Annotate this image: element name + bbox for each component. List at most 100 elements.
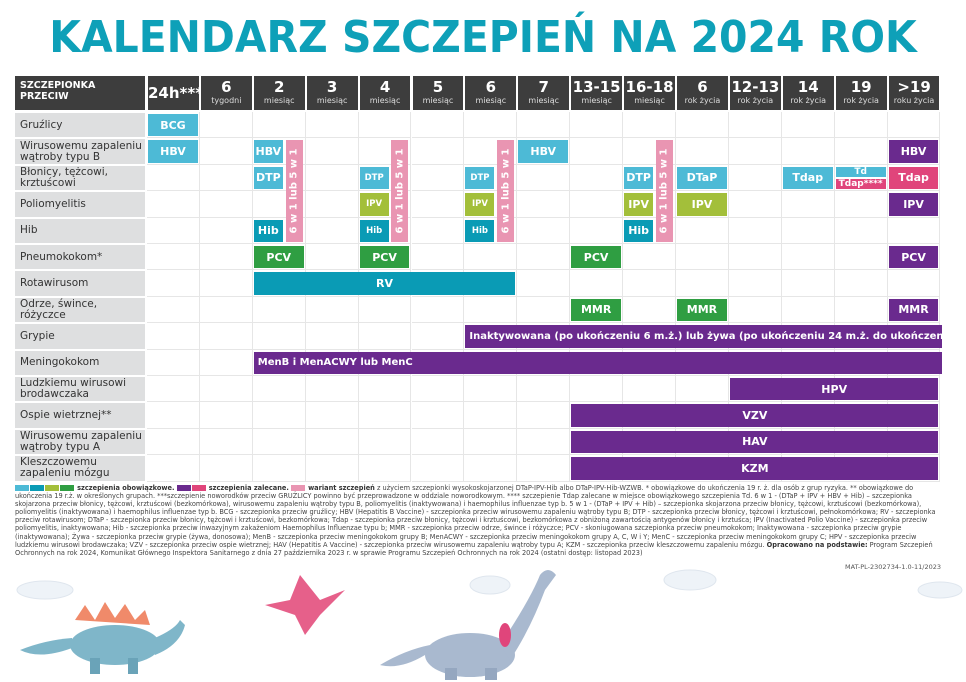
- combo-vaccine-label: 6 w 1 lub 5 w 1: [658, 148, 670, 234]
- vaccine-bar-kzm: KZM: [571, 457, 939, 480]
- table-cell: [305, 376, 359, 403]
- column-header: 6 tygodni: [200, 76, 252, 110]
- vaccine-bar-ipv: IPV: [465, 193, 495, 216]
- legend-swatch-green: [60, 485, 74, 491]
- vaccine-bar-hib: Hib: [624, 219, 654, 242]
- table-cell: [147, 402, 200, 429]
- row-label: Wirusowemu zapaleniu wątroby typu B: [15, 139, 145, 164]
- vaccine-bar-dtp: DTP: [465, 166, 495, 190]
- vaccine-bar-ipv: IPV: [359, 193, 389, 216]
- table-cell: [728, 270, 782, 297]
- table-cell: [252, 296, 306, 324]
- combo-vaccine-bar: 6 w 1 lub 5 w 1: [497, 140, 515, 242]
- table-cell: [147, 112, 200, 139]
- table-cell: [147, 349, 200, 376]
- vaccine-bar-hbv: HBV: [888, 140, 939, 163]
- column-age: 6: [485, 78, 497, 96]
- column-age: 5: [432, 78, 444, 96]
- row-label: Gruźlicy: [15, 113, 145, 138]
- table-cell: [517, 244, 571, 271]
- table-cell: [623, 164, 676, 192]
- table-cell: [305, 217, 359, 244]
- column-header: 6 miesiąc: [465, 76, 517, 110]
- table-cell: [147, 217, 200, 244]
- table-cell: [834, 296, 888, 324]
- table-cell: [517, 402, 571, 429]
- column-unit: miesiąc: [369, 96, 401, 105]
- column-header: 2 miesiąc: [253, 76, 305, 110]
- column-unit: rok życia: [843, 96, 879, 105]
- column-header: 14 rok życia: [782, 76, 834, 110]
- table-cell: [252, 455, 306, 482]
- table-cell: [676, 191, 729, 218]
- legend-source-label: Opracowano na podstawie:: [766, 540, 868, 549]
- table-cell: [517, 112, 571, 139]
- column-unit: miesiąc: [581, 96, 612, 105]
- column-unit: miesiąc: [475, 96, 507, 105]
- row-label: Wirusowemu zapaleniu wątroby typu A: [15, 429, 145, 455]
- table-cell: [570, 112, 624, 139]
- column-unit: miesiąc: [634, 96, 665, 105]
- table-cell: [517, 296, 571, 324]
- table-cell: [358, 138, 412, 165]
- legend-swatch-light-pink: [290, 485, 305, 491]
- vaccine-bar-pcv: PCV: [253, 246, 304, 269]
- combo-vaccine-bar: 6 w 1 lub 5 w 1: [285, 140, 303, 242]
- table-cell: [411, 191, 465, 218]
- table-cell: [199, 138, 253, 165]
- pterodactyl-icon: [265, 575, 345, 635]
- legend-swatch-teal: [30, 485, 44, 491]
- vaccine-bar-hav: HAV: [571, 430, 939, 454]
- table-cell: [252, 164, 306, 192]
- table-cell: [623, 138, 676, 165]
- column-header: 19 rok życia: [835, 76, 887, 110]
- column-header: 5 miesiąc: [412, 76, 464, 110]
- table-cell: [676, 270, 729, 297]
- row-label: Hib: [15, 218, 145, 243]
- table-cell: [570, 270, 624, 297]
- vaccine-bar-mmr: MMR: [571, 298, 622, 322]
- table-cell: [358, 164, 412, 192]
- dinosaur-illustration: [16, 569, 963, 680]
- table-cell: [464, 402, 518, 429]
- table-cell: [305, 112, 359, 139]
- column-unit: miesiąc: [316, 96, 348, 105]
- table-cell: [147, 376, 200, 403]
- table-cell: [147, 455, 200, 482]
- table-cell: [358, 112, 412, 139]
- vaccine-bar-tdap: Tdap****: [835, 178, 886, 190]
- column-header: 6 rok życia: [677, 76, 728, 110]
- legend-swatch-blue: [15, 485, 29, 491]
- table-cell: [305, 191, 359, 218]
- column-age: 6: [221, 78, 232, 96]
- column-age: 19: [850, 78, 872, 96]
- table-cell: [887, 244, 941, 271]
- table-cell: [411, 217, 465, 244]
- table-cell: [517, 376, 571, 403]
- table-cell: [411, 244, 465, 271]
- table-cell: [887, 296, 941, 324]
- combo-vaccine-bar: 6 w 1 lub 5 w 1: [655, 140, 673, 242]
- table-cell: [517, 138, 571, 165]
- vaccine-bar-hbv: HBV: [518, 140, 569, 163]
- row-label: Odrze, śwince, różyczce: [15, 297, 145, 323]
- table-cell: [199, 270, 253, 297]
- table-cell: [147, 270, 200, 297]
- column-age: 7: [538, 78, 549, 96]
- combo-vaccine-bar: 6 w 1 lub 5 w 1: [391, 140, 409, 242]
- vaccine-bar-mmr: MMR: [888, 298, 939, 322]
- table-cell: [517, 164, 571, 192]
- table-cell: [676, 296, 729, 324]
- vaccine-bar-inaktywowana: Inaktywowana (po ukończeniu 6 m.ż.) lub …: [465, 325, 943, 348]
- column-unit: miesiąc: [263, 96, 295, 105]
- vaccine-bar-dtp: DTP: [624, 166, 654, 190]
- table-cell: [411, 138, 465, 165]
- legend-swatch-lime: [45, 485, 59, 491]
- table-cell: [517, 270, 571, 297]
- table-cell: [464, 244, 518, 271]
- vaccine-bar-hpv: HPV: [729, 378, 939, 401]
- column-unit: rok życia: [737, 96, 774, 105]
- row-label: Kleszczowemu zapaleniu mózgu: [15, 456, 145, 481]
- table-cell: [676, 164, 729, 192]
- table-cell: [411, 112, 465, 139]
